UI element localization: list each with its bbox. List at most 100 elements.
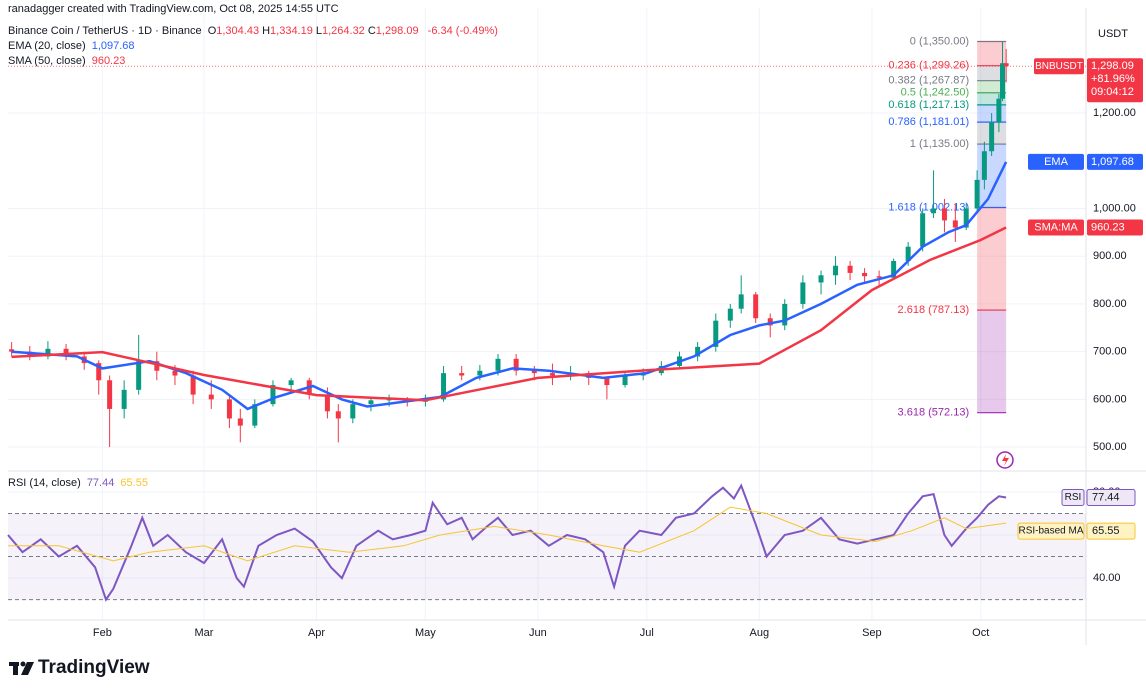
candle-body bbox=[974, 179, 980, 209]
legend-rsi: RSI (14, close) 77.44 65.55 bbox=[8, 477, 151, 489]
candle-body bbox=[136, 361, 142, 390]
candle-body bbox=[891, 260, 897, 278]
candle-body bbox=[121, 389, 127, 409]
brand: TradingView bbox=[8, 657, 150, 679]
ohlc-key: O bbox=[207, 25, 217, 37]
sma-name: SMA (50, close) bbox=[8, 55, 86, 67]
candle-body bbox=[931, 208, 937, 214]
fib-zone bbox=[977, 207, 1007, 311]
rsi-line bbox=[8, 506, 1007, 562]
candle-body bbox=[862, 272, 868, 277]
x-tick-label: Mar bbox=[195, 627, 214, 639]
candle-body bbox=[226, 399, 232, 419]
marker-tag bbox=[1028, 219, 1084, 236]
x-tick-label: Jun bbox=[529, 627, 547, 639]
candle-body bbox=[1003, 63, 1009, 67]
marker-value-text: 1,097.68 bbox=[1091, 156, 1134, 168]
candle-body bbox=[96, 363, 102, 381]
x-tick-label: Oct bbox=[972, 627, 989, 639]
marker-value bbox=[1087, 153, 1143, 170]
sma-value: 960.23 bbox=[91, 55, 126, 67]
marker-tag-text: SMA:MA bbox=[1034, 221, 1078, 233]
pane-bg bbox=[8, 8, 1086, 620]
marker-value-text: 960.23 bbox=[1091, 221, 1125, 233]
currency: USDT bbox=[1098, 28, 1128, 40]
marker-value-text: 77.44 bbox=[1092, 491, 1120, 503]
ema-value: 1,097.68 bbox=[91, 40, 135, 52]
candle-body bbox=[477, 370, 483, 376]
candle-body bbox=[767, 318, 773, 326]
marker-change-text: +81.96% bbox=[1091, 73, 1135, 85]
candle-body bbox=[996, 98, 1002, 123]
x-tick-label: Aug bbox=[750, 627, 770, 639]
candle-body bbox=[350, 404, 356, 419]
fib-label: 0.5 (1,242.50) bbox=[901, 87, 970, 99]
rsi-name: RSI (14, close) bbox=[8, 477, 81, 489]
candle-body bbox=[237, 418, 243, 426]
candle-body bbox=[622, 375, 628, 386]
marker-tag-text: RSI bbox=[1065, 492, 1082, 503]
marker-value bbox=[1086, 522, 1136, 540]
candle-body bbox=[531, 370, 537, 374]
candle-body bbox=[1000, 63, 1006, 99]
x-tick-label: Apr bbox=[308, 627, 325, 639]
candle-body bbox=[847, 265, 853, 273]
fib-zone bbox=[977, 310, 1007, 413]
rsi-value: 77.44 bbox=[86, 477, 115, 489]
legend-ema: EMA (20, close) 1,097.68 bbox=[8, 40, 138, 52]
candle-body bbox=[952, 220, 958, 228]
candle-body bbox=[459, 373, 465, 376]
y-tick-label: 500.00 bbox=[1093, 441, 1127, 453]
candle-body bbox=[981, 151, 987, 180]
x-tick-label: May bbox=[415, 627, 436, 639]
candle-body bbox=[604, 377, 610, 386]
ohlc-value: 1,304.43 bbox=[216, 25, 260, 37]
ma-line bbox=[11, 161, 1008, 411]
candle-body bbox=[63, 348, 69, 357]
y-tick-label: 900.00 bbox=[1093, 250, 1127, 262]
marker-countdown-text: 09:04:12 bbox=[1091, 86, 1134, 98]
ma-line bbox=[11, 226, 1007, 402]
fib-label: 0.618 (1,217.13) bbox=[888, 99, 969, 111]
brand-logo bbox=[9, 661, 34, 675]
y-tick-label: 700.00 bbox=[1093, 346, 1127, 358]
candle-body bbox=[818, 275, 824, 283]
x-tick-label: Feb bbox=[93, 627, 112, 639]
candle-body bbox=[800, 282, 806, 304]
ohlc-value: 1,264.32 bbox=[321, 25, 365, 37]
x-tick-label: Sep bbox=[862, 627, 882, 639]
y-tick-label: 1,000.00 bbox=[1093, 202, 1136, 214]
y-tick-label: 1,200.00 bbox=[1093, 107, 1136, 119]
fib-label: 1 (1,135.00) bbox=[910, 138, 969, 150]
marker-tag bbox=[1034, 58, 1084, 75]
candle-body bbox=[549, 373, 555, 376]
candle-body bbox=[208, 394, 214, 400]
candle-body bbox=[989, 122, 995, 152]
candle-body bbox=[335, 411, 341, 419]
candle-body bbox=[172, 370, 178, 376]
fib-zone bbox=[977, 65, 1007, 81]
candle-body bbox=[905, 246, 911, 261]
candle-body bbox=[324, 394, 330, 412]
fib-label: 0.382 (1,267.87) bbox=[888, 75, 969, 87]
marker-value bbox=[1087, 219, 1143, 236]
brand-text: TradingView bbox=[38, 657, 150, 678]
candle-body bbox=[833, 265, 839, 276]
marker-tag-text: EMA bbox=[1044, 156, 1069, 168]
legend-main: Binance Coin / TetherUS · 1D · Binance O… bbox=[8, 25, 501, 37]
candle-body bbox=[753, 294, 759, 319]
candle-body bbox=[252, 404, 258, 426]
marker-value bbox=[1086, 489, 1136, 507]
y-tick-label: 800.00 bbox=[1093, 298, 1127, 310]
credit: ranadagger created with TradingView.com,… bbox=[8, 3, 339, 15]
rsi-marker: RSI-based MA 65.55 bbox=[1017, 522, 1136, 540]
candle-body bbox=[713, 320, 719, 347]
candle-body bbox=[727, 308, 733, 321]
fib-label: 0.236 (1,299.26) bbox=[888, 60, 969, 72]
ohlc-key: C bbox=[367, 25, 376, 37]
candle-body bbox=[513, 358, 519, 371]
rsi-ma-value: 65.55 bbox=[120, 477, 148, 489]
ema-name: EMA (20, close) bbox=[8, 40, 86, 52]
ohlc-key: L bbox=[315, 25, 322, 37]
